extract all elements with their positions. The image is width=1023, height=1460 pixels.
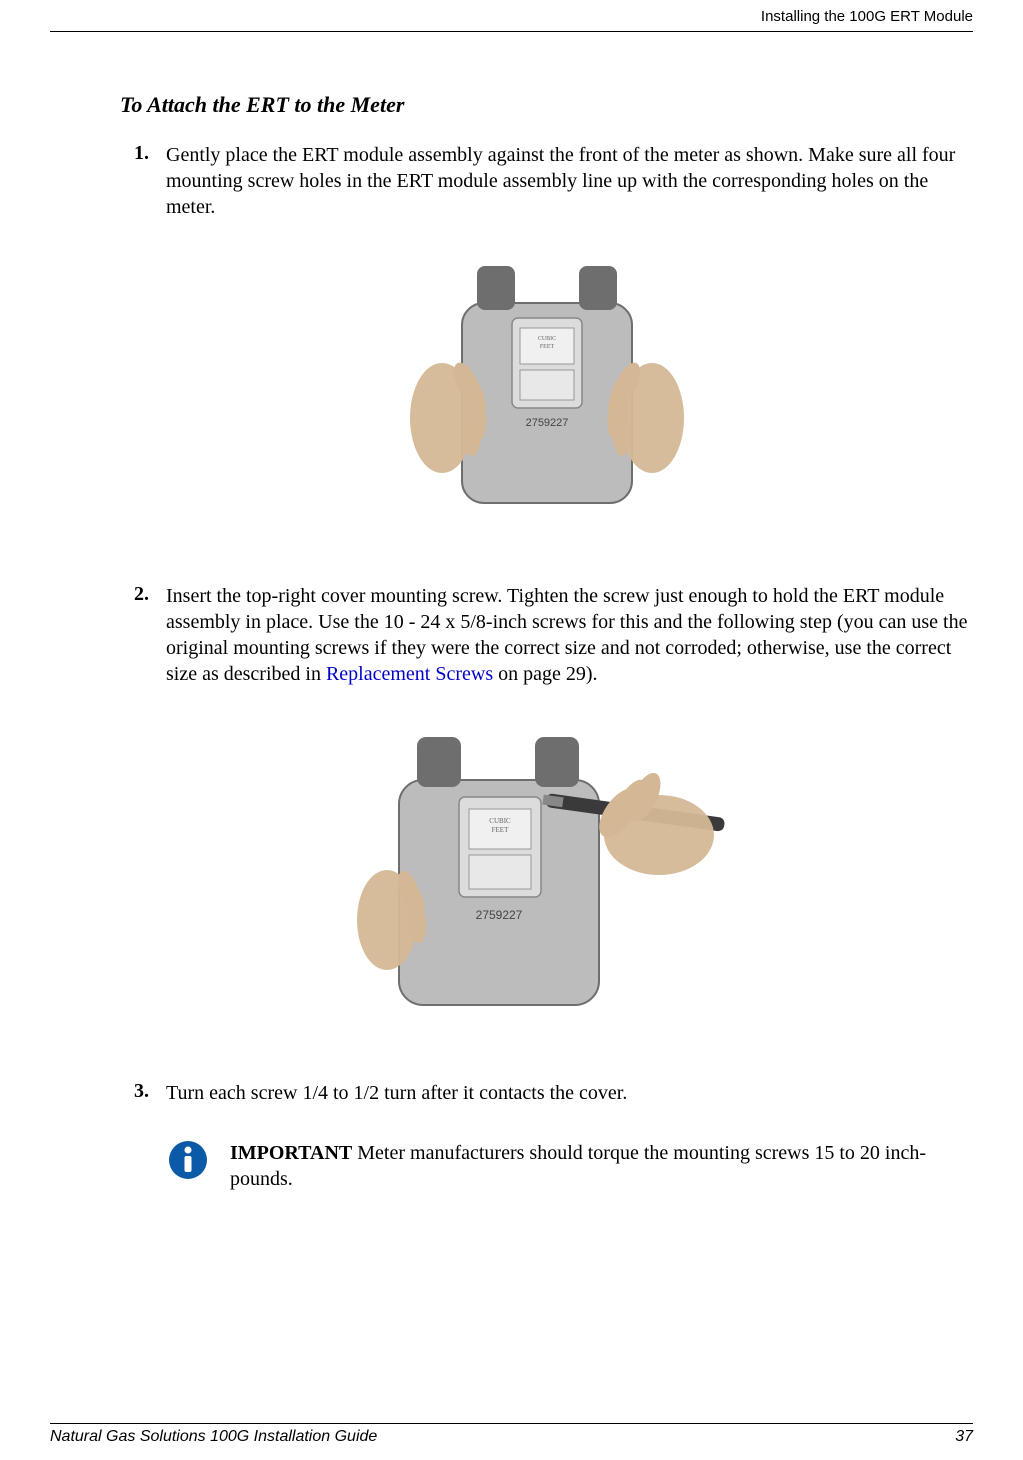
figure-2: CUBIC FEET 2759227 [120,725,973,1042]
step-1: 1. Gently place the ERT module assembly … [120,142,973,220]
step-number: 1. [134,142,166,220]
svg-text:2759227: 2759227 [475,908,522,922]
svg-text:FEET: FEET [491,826,508,834]
footer-doc-title: Natural Gas Solutions 100G Installation … [50,1428,377,1446]
svg-text:2759227: 2759227 [525,417,568,429]
svg-text:FEET: FEET [539,344,554,350]
step-text: Turn each screw 1/4 to 1/2 turn after it… [166,1080,627,1106]
running-header: Installing the 100G ERT Module [50,0,973,32]
figure-1: CUBIC FEET 2759227 [120,258,973,545]
section-heading: To Attach the ERT to the Meter [120,92,973,118]
step-text: Insert the top-right cover mounting scre… [166,583,973,687]
info-icon [168,1140,208,1180]
step2-text-after: on page 29). [493,663,597,685]
step-text: Gently place the ERT module assembly aga… [166,142,973,220]
important-label: IMPORTANT [230,1142,352,1164]
step-2: 2. Insert the top-right cover mounting s… [120,583,973,687]
svg-text:CUBIC: CUBIC [537,336,555,342]
step-number: 3. [134,1080,166,1106]
step-3: 3. Turn each screw 1/4 to 1/2 turn after… [120,1080,973,1106]
important-text: IMPORTANT Meter manufacturers should tor… [230,1140,973,1192]
replacement-screws-link[interactable]: Replacement Screws [326,663,493,685]
page-footer: Natural Gas Solutions 100G Installation … [50,1423,973,1446]
footer-page-number: 37 [955,1428,973,1446]
svg-text:CUBIC: CUBIC [489,817,511,825]
step-number: 2. [134,583,166,687]
important-note: IMPORTANT Meter manufacturers should tor… [168,1140,973,1192]
